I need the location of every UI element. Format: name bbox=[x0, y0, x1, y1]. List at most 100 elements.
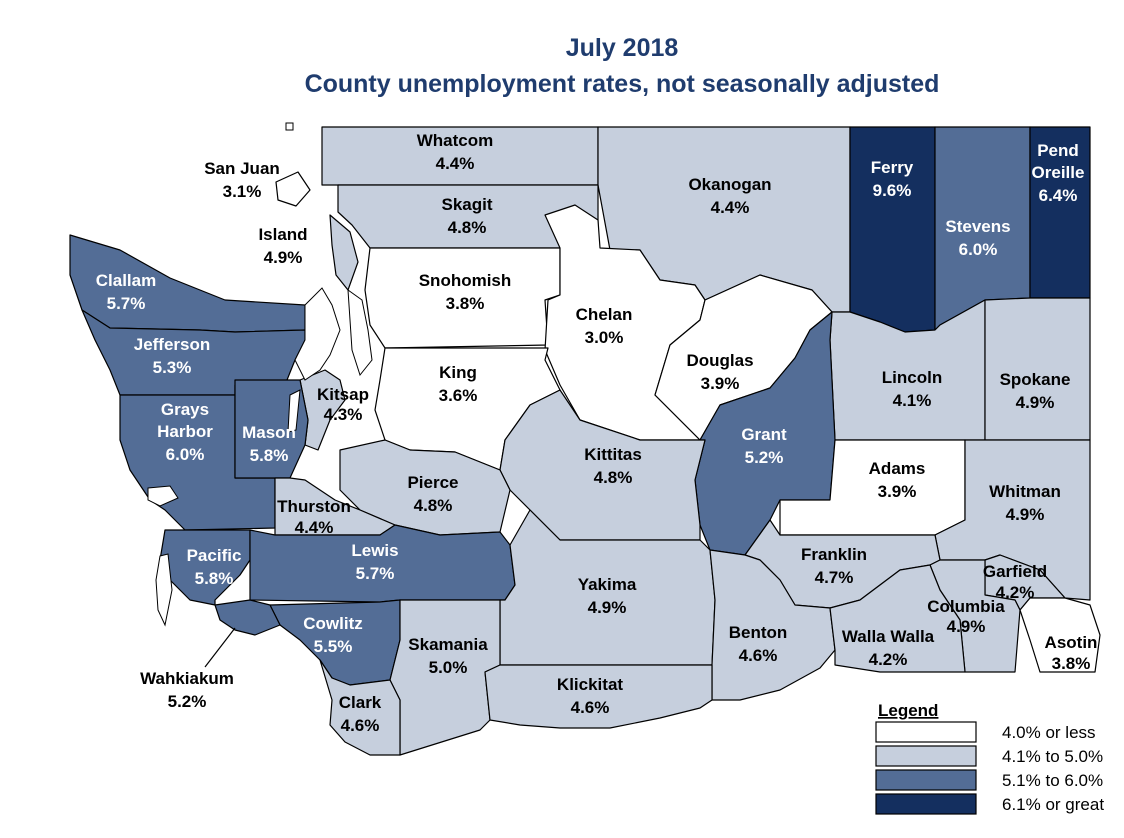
county-label-walla-walla: Walla Walla 4.2% bbox=[842, 627, 935, 669]
puget-sound-water bbox=[147, 122, 373, 668]
county-klickitat bbox=[484, 664, 713, 729]
county-rate-stevens: 6.0% bbox=[959, 240, 998, 259]
county-rate-king: 3.6% bbox=[439, 386, 478, 405]
county-label-douglas: Douglas 3.9% bbox=[686, 351, 753, 393]
county-rate-pend-oreille: 6.4% bbox=[1039, 186, 1078, 205]
county-label-king: King 3.6% bbox=[439, 363, 478, 405]
county-label-spokane: Spokane 4.9% bbox=[1000, 370, 1071, 412]
legend-swatch-mid_high bbox=[875, 769, 977, 791]
county-label-garfield: Garfield 4.2% bbox=[983, 562, 1047, 602]
map-subtitle: County unemployment rates, not seasonall… bbox=[304, 70, 940, 98]
county-label-cowlitz: Cowlitz 5.5% bbox=[303, 614, 363, 656]
county-skamania bbox=[389, 599, 501, 756]
county-label-skagit: Skagit 4.8% bbox=[441, 195, 492, 237]
county-label-island: Island 4.9% bbox=[258, 225, 307, 267]
map-title: July 2018 bbox=[565, 34, 679, 62]
county-label-adams: Adams 3.9% bbox=[869, 459, 926, 501]
county-rate-lincoln: 4.1% bbox=[893, 391, 932, 410]
county-rate-kittitas: 4.8% bbox=[594, 468, 633, 487]
county-rate-garfield: 4.2% bbox=[996, 583, 1035, 602]
county-label-franklin: Franklin 4.7% bbox=[801, 545, 867, 587]
county-label-snohomish: Snohomish 3.8% bbox=[419, 271, 512, 313]
county-label-thurston: Thurston 4.4% bbox=[277, 497, 351, 537]
county-rate-san-juan: 3.1% bbox=[223, 182, 262, 201]
county-rate-skamania: 5.0% bbox=[429, 658, 468, 677]
legend-label-high: 6.1% or great bbox=[1002, 795, 1104, 814]
county-rate-jefferson: 5.3% bbox=[153, 358, 192, 377]
county-label-lincoln: Lincoln 4.1% bbox=[882, 368, 942, 410]
county-label-klickitat: Klickitat 4.6% bbox=[557, 675, 623, 717]
county-rate-okanogan: 4.4% bbox=[711, 198, 750, 217]
county-label-grant: Grant 5.2% bbox=[741, 425, 787, 467]
county-label-whitman: Whitman 4.9% bbox=[989, 482, 1061, 524]
legend-label-mid_high: 5.1% to 6.0% bbox=[1002, 771, 1103, 790]
legend-label-mid_low: 4.1% to 5.0% bbox=[1002, 747, 1103, 766]
county-rate-asotin: 3.8% bbox=[1052, 654, 1091, 673]
county-rate-columbia: 4.9% bbox=[947, 617, 986, 636]
county-rate-clallam: 5.7% bbox=[107, 294, 146, 313]
county-rate-pierce: 4.8% bbox=[414, 496, 453, 515]
county-rate-clark: 4.6% bbox=[341, 716, 380, 735]
county-label-benton: Benton 4.6% bbox=[729, 623, 788, 665]
county-label-clallam: Clallam 5.7% bbox=[96, 271, 156, 313]
county-rate-grays-harbor: 6.0% bbox=[166, 445, 205, 464]
county-rate-chelan: 3.0% bbox=[585, 328, 624, 347]
county-rate-wahkiakum: 5.2% bbox=[168, 692, 207, 711]
county-rate-franklin: 4.7% bbox=[815, 568, 854, 587]
county-rate-thurston: 4.4% bbox=[295, 518, 334, 537]
county-label-pierce: Pierce 4.8% bbox=[407, 473, 458, 515]
water-body bbox=[287, 389, 301, 433]
county-label-ferry: Ferry 9.6% bbox=[871, 158, 914, 200]
county-rate-douglas: 3.9% bbox=[701, 374, 740, 393]
county-label-columbia: Columbia 4.9% bbox=[927, 597, 1005, 636]
county-spokane bbox=[984, 297, 1091, 441]
county-rate-mason: 5.8% bbox=[250, 446, 289, 465]
water-body bbox=[155, 553, 173, 627]
county-rate-cowlitz: 5.5% bbox=[314, 637, 353, 656]
county-label-okanogan: Okanogan 4.4% bbox=[688, 175, 771, 217]
county-rate-lewis: 5.7% bbox=[356, 564, 395, 583]
county-label-clark: Clark 4.6% bbox=[339, 693, 382, 735]
legend-swatch-mid_low bbox=[875, 745, 977, 767]
county-rate-kitsap: 4.3% bbox=[324, 405, 363, 424]
county-label-whatcom: Whatcom 4.4% bbox=[417, 131, 494, 173]
county-label-lewis: Lewis 5.7% bbox=[351, 541, 398, 583]
wahkiakum-leader-line bbox=[204, 627, 236, 668]
county-rate-adams: 3.9% bbox=[878, 482, 917, 501]
county-jefferson bbox=[81, 309, 306, 396]
county-wahkiakum bbox=[214, 599, 281, 636]
small-island bbox=[285, 122, 294, 131]
county-rate-grant: 5.2% bbox=[745, 448, 784, 467]
county-rate-klickitat: 4.6% bbox=[571, 698, 610, 717]
county-rate-whatcom: 4.4% bbox=[436, 154, 475, 173]
county-label-kittitas: Kittitas 4.8% bbox=[584, 445, 642, 487]
water-body bbox=[347, 288, 373, 377]
legend-label-low: 4.0% or less bbox=[1002, 723, 1096, 742]
county-label-yakima: Yakima 4.9% bbox=[578, 575, 637, 617]
county-label-chelan: Chelan 3.0% bbox=[576, 305, 633, 347]
county-rate-benton: 4.6% bbox=[739, 646, 778, 665]
county-label-jefferson: Jefferson 5.3% bbox=[134, 335, 211, 377]
county-rate-walla-walla: 4.2% bbox=[869, 650, 908, 669]
water-body bbox=[294, 287, 341, 381]
county-rate-spokane: 4.9% bbox=[1016, 393, 1055, 412]
county-rate-skagit: 4.8% bbox=[448, 218, 487, 237]
county-clark bbox=[319, 659, 401, 756]
legend: Legend 4.0% or less 4.1% to 5.0% 5.1% to 6.… bbox=[875, 701, 1104, 815]
legend-swatch-high bbox=[875, 793, 977, 815]
county-label-pend-oreille: Pend Oreille 6.4% bbox=[1032, 141, 1085, 205]
county-rate-ferry: 9.6% bbox=[873, 181, 912, 200]
county-label-asotin: Asotin 3.8% bbox=[1045, 633, 1098, 673]
county-label-kitsap: Kitsap 4.3% bbox=[317, 385, 369, 424]
county-label-san-juan: San Juan 3.1% bbox=[204, 159, 280, 201]
legend-swatch-low bbox=[875, 721, 977, 743]
county-walla-walla bbox=[829, 564, 966, 673]
county-rate-snohomish: 3.8% bbox=[446, 294, 485, 313]
county-san-juan bbox=[275, 171, 311, 207]
county-label-grays-harbor: Grays Harbor 6.0% bbox=[157, 400, 213, 464]
county-label-mason: Mason 5.8% bbox=[242, 423, 296, 465]
county-label-skamania: Skamania 5.0% bbox=[408, 635, 488, 677]
county-rate-whitman: 4.9% bbox=[1006, 505, 1045, 524]
water-body bbox=[147, 485, 179, 507]
